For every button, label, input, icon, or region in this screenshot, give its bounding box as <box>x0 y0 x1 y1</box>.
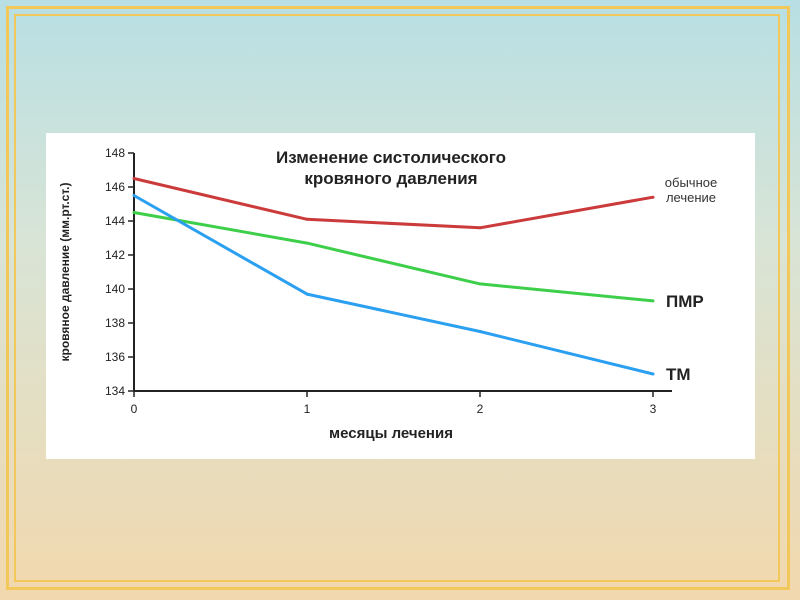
series-label-0: обычное <box>665 175 717 190</box>
chart-panel: Изменение систолического кровяного давле… <box>46 133 755 459</box>
series-label-1: ПМР <box>666 292 704 311</box>
series-point-1 <box>305 241 309 245</box>
y-tick-label: 138 <box>105 316 125 330</box>
line-chart: Изменение систолического кровяного давле… <box>58 146 717 442</box>
x-tick-label: 0 <box>131 402 138 416</box>
chart-title-line-2: кровяного давления <box>304 169 477 188</box>
x-axis-label: месяцы лечения <box>329 425 453 442</box>
x-tick-label: 1 <box>304 402 311 416</box>
series-label-2: ТМ <box>666 365 691 384</box>
y-tick-label: 148 <box>105 146 125 160</box>
series-point-1 <box>132 211 136 214</box>
y-tick-label: 144 <box>105 214 125 228</box>
series-point-1 <box>651 299 655 303</box>
series-label-0: лечение <box>666 190 716 205</box>
y-tick-label: 146 <box>105 180 125 194</box>
inner-frame <box>14 14 780 582</box>
y-tick-label: 134 <box>105 384 125 398</box>
y-tick-label: 136 <box>105 350 125 364</box>
series-line-2 <box>133 194 654 376</box>
series-point-0 <box>651 195 655 199</box>
series-point-2 <box>132 194 136 197</box>
series-point-2 <box>651 372 655 376</box>
chart-title-line-1: Изменение систолического <box>276 148 506 167</box>
y-axis-label: кровяное давление (мм.рт.ст.) <box>58 183 72 362</box>
outer-frame <box>6 6 790 590</box>
series-point-0 <box>305 217 309 221</box>
series-point-0 <box>478 226 482 230</box>
series-line-1 <box>133 211 654 303</box>
y-tick-label: 140 <box>105 282 125 296</box>
series-point-1 <box>478 282 482 286</box>
series-point-2 <box>478 330 482 333</box>
y-tick-label: 142 <box>105 248 125 262</box>
series-point-0 <box>132 177 136 180</box>
series-line-0 <box>133 177 654 230</box>
x-tick-label: 2 <box>477 402 484 416</box>
series-point-2 <box>305 292 309 296</box>
x-tick-label: 3 <box>650 402 657 416</box>
